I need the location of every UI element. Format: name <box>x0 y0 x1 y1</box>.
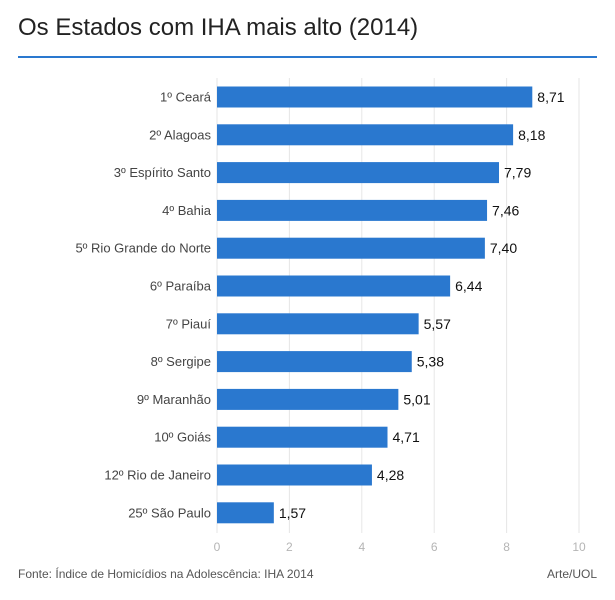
bar <box>217 199 488 221</box>
value-label: 1,57 <box>279 505 306 521</box>
bar <box>217 237 485 259</box>
value-label: 8,18 <box>518 127 545 143</box>
x-tick-label: 6 <box>431 540 438 554</box>
value-label: 8,71 <box>537 89 564 105</box>
value-label: 5,38 <box>417 354 444 370</box>
bar <box>217 351 412 373</box>
category-label: 12º Rio de Janeiro <box>104 468 211 483</box>
x-tick-label: 0 <box>214 540 221 554</box>
title-underline <box>18 56 597 58</box>
bar <box>217 388 399 410</box>
category-label: 4º Bahia <box>162 203 212 218</box>
category-label: 1º Ceará <box>160 90 212 105</box>
category-label: 7º Piauí <box>166 316 212 331</box>
x-tick-label: 10 <box>572 540 586 554</box>
bar-chart: 0 2 4 6 8 10 1º Ceará 8,71 2º Alagoas 8,18 3º Espí… <box>75 78 586 554</box>
category-label: 25º São Paulo <box>128 505 211 520</box>
category-label: 5º Rio Grande do Norte <box>75 241 211 256</box>
value-label: 6,44 <box>455 278 482 294</box>
credit-note: Arte/UOL <box>546 567 597 581</box>
value-label: 5,57 <box>424 316 451 332</box>
chart-title: Os Estados com IHA mais alto (2014) <box>18 14 419 41</box>
bar <box>217 162 499 184</box>
category-label: 2º Alagoas <box>149 127 211 142</box>
category-label: 9º Maranhão <box>137 392 211 407</box>
bar <box>217 275 451 297</box>
category-label: 10º Goiás <box>154 430 211 445</box>
x-tick-label: 2 <box>286 540 293 554</box>
bar <box>217 124 514 146</box>
value-label: 7,46 <box>492 202 519 218</box>
bar <box>217 313 419 335</box>
x-tick-label: 8 <box>503 540 510 554</box>
bar <box>217 426 388 448</box>
bar <box>217 502 274 524</box>
value-label: 7,40 <box>490 240 517 256</box>
value-label: 7,79 <box>504 165 531 181</box>
category-label: 3º Espírito Santo <box>114 165 211 180</box>
source-note: Fonte: Índice de Homicídios na Adolescên… <box>18 567 314 581</box>
category-label: 6º Paraíba <box>150 279 212 294</box>
value-label: 4,28 <box>377 467 404 483</box>
x-tick-label: 4 <box>358 540 365 554</box>
category-label: 8º Sergipe <box>151 354 211 369</box>
value-label: 4,71 <box>393 429 420 445</box>
bar <box>217 86 533 108</box>
bar <box>217 464 372 486</box>
value-label: 5,01 <box>403 391 430 407</box>
